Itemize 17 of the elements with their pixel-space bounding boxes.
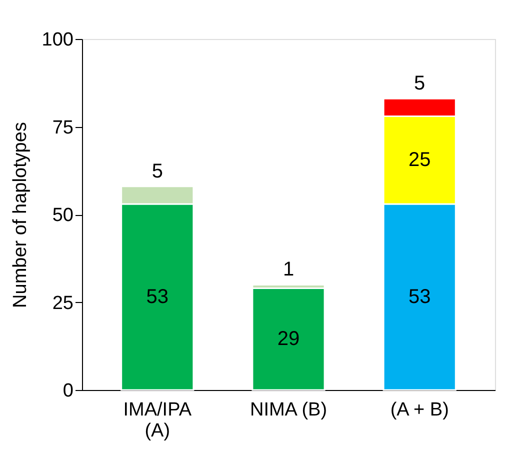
y-tick-label: 100: [42, 30, 74, 50]
x-tick-label: NIMA (B): [250, 400, 328, 420]
data-label: 53: [408, 286, 431, 308]
data-label: 29: [277, 328, 300, 350]
y-tick-label: 75: [52, 117, 74, 138]
bar: [252, 287, 326, 391]
data-label: 1: [282, 258, 294, 281]
x-tick-label: (A + B): [390, 400, 449, 420]
data-label: 53: [146, 286, 169, 308]
x-tick-label: IMA/IPA (A): [123, 400, 192, 442]
y-tick-label: 25: [52, 292, 74, 314]
data-label: 25: [408, 149, 431, 172]
y-axis-title: Number of haplotypes: [10, 122, 31, 308]
data-label: 5: [414, 72, 426, 95]
data-label: 5: [152, 160, 163, 182]
y-tick-label: 0: [62, 380, 74, 402]
y-tick-label: 50: [52, 205, 74, 226]
